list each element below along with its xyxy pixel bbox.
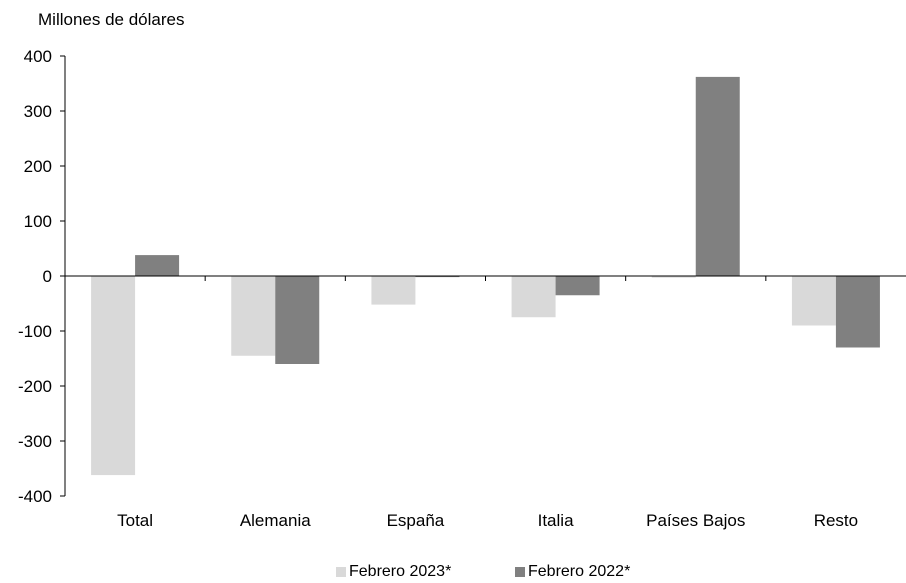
bar-2-2 (275, 276, 320, 364)
bar-2-5 (695, 76, 740, 277)
y-tick-label-3: 200 (24, 157, 52, 176)
x-tick-label-1: Total (117, 511, 153, 530)
y-tick-label-9: -400 (18, 487, 52, 506)
y-tick-label-7: -200 (18, 377, 52, 396)
y-tick-label-5: 0 (43, 267, 52, 286)
legend-label-series-1: Febrero 2023* (349, 563, 452, 580)
legend-item-series-2: Febrero 2022* (515, 563, 630, 581)
legend-item-series-1: Febrero 2023* (336, 563, 451, 581)
bar-1-3 (371, 276, 416, 305)
bar-1-4 (511, 276, 556, 318)
bar-2-3 (415, 276, 460, 278)
x-tick-label-4: Italia (538, 511, 574, 530)
bar-chart: Total Alemania España Italia Países Bajos Res… (18, 47, 906, 530)
bar-2-4 (555, 276, 600, 296)
legend-swatch-series-1 (336, 567, 346, 577)
y-tick-label-8: -300 (18, 432, 52, 451)
legend-label-series-2: Febrero 2022* (528, 563, 631, 580)
bar-2-6 (835, 276, 880, 348)
y-tick-label-6: -100 (18, 322, 52, 341)
bar-1-2 (231, 276, 276, 356)
legend-swatch-series-2 (515, 567, 525, 577)
y-tick-label-4: 100 (24, 212, 52, 231)
bar-1-6 (791, 276, 836, 326)
bar-2-1 (135, 255, 180, 276)
bar-1-1 (91, 276, 136, 476)
y-tick-label-2: 300 (24, 102, 52, 121)
x-tick-label-2: Alemania (240, 511, 311, 530)
bar-1-5 (651, 276, 696, 278)
x-tick-label-5: Países Bajos (646, 511, 745, 530)
y-tick-label-1: 400 (24, 47, 52, 66)
legend: Febrero 2023* Febrero 2022* (0, 563, 906, 583)
y-axis-title: Millones de dólares (38, 10, 185, 29)
x-tick-label-6: Resto (814, 511, 858, 530)
x-tick-label-3: España (387, 511, 445, 530)
